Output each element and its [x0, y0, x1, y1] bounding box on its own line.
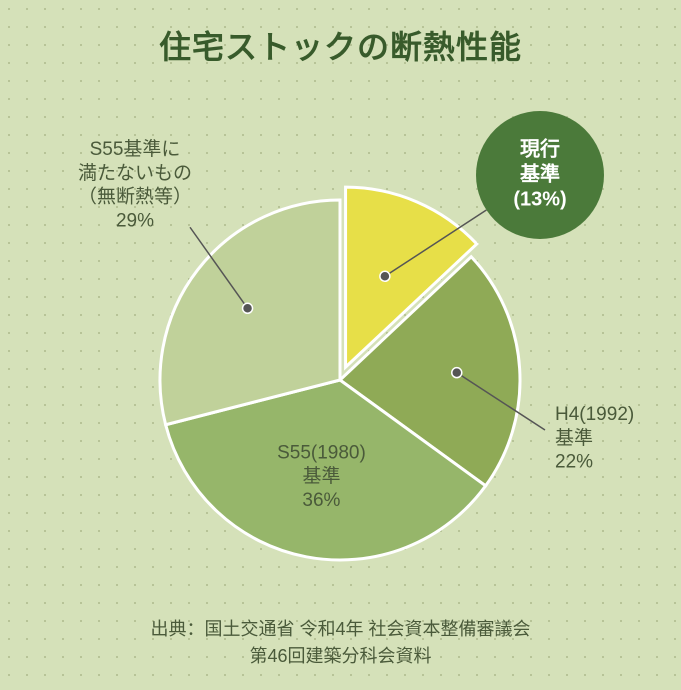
callout-text-line: 基準 [520, 161, 560, 185]
source-line-2: 第46回建築分科会資料 [249, 646, 431, 666]
pie-chart: H4(1992)基準22%S55(1980)基準36%S55基準に満たないもの（… [0, 0, 681, 690]
callout-text-line: 現行 [520, 136, 560, 160]
source-citation: 出典：国土交通省 令和4年 社会資本整備審議会 第46回建築分科会資料 [0, 616, 681, 670]
callout-text-line: (13%) [513, 188, 566, 210]
leader-dot-current [380, 271, 390, 281]
slice-label-none: S55基準に満たないもの（無断熱等）29% [78, 138, 192, 231]
leader-dot-none [243, 303, 253, 313]
callout-badge-current: 現行基準 (13%) [476, 111, 604, 239]
leader-dot-h4 [452, 368, 462, 378]
source-line-1: 出典：国土交通省 令和4年 社会資本整備審議会 [150, 619, 530, 639]
slice-label-h4: H4(1992)基準22% [555, 404, 634, 473]
